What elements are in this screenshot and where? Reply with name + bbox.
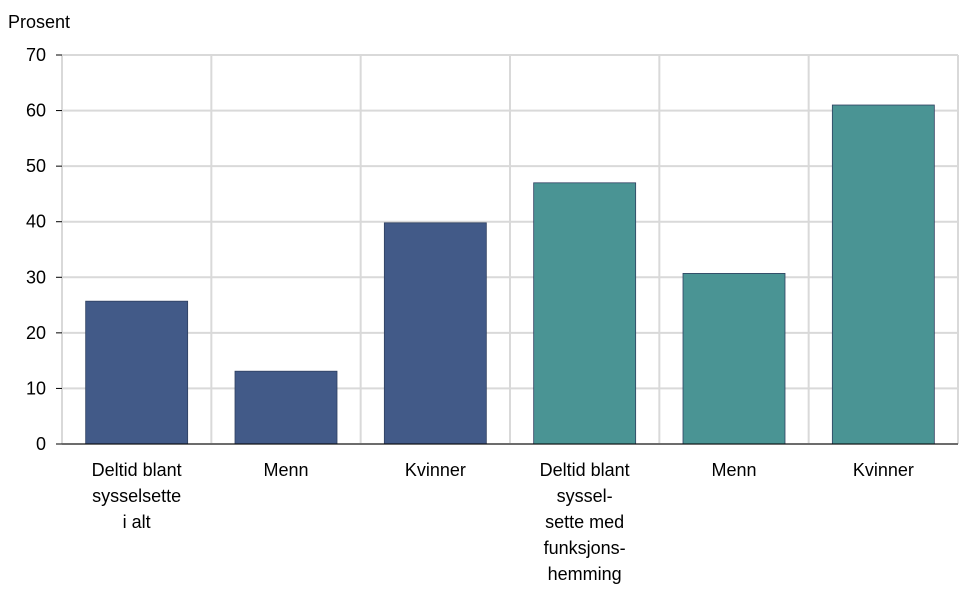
x-category-label: Kvinner: [405, 460, 466, 480]
y-axis-ticks: 0 10 20 30 40 50 60 70: [26, 45, 62, 454]
x-category-label: Menn: [263, 460, 308, 480]
x-category-label: Menn: [711, 460, 756, 480]
y-tick-label: 50: [26, 156, 46, 176]
bars: [85, 104, 935, 445]
bar: [533, 182, 637, 445]
gridlines: [61, 54, 959, 445]
bar: [831, 104, 935, 445]
x-category-label: Deltid blant syssel-sette med funksjons-he…: [540, 460, 630, 584]
y-tick-label: 40: [26, 212, 46, 232]
y-tick-label: 20: [26, 323, 46, 343]
x-category-label: Kvinner: [853, 460, 914, 480]
y-axis-unit-label: Prosent: [8, 12, 70, 32]
bar: [383, 222, 487, 445]
bar: [682, 272, 786, 445]
y-tick-label: 60: [26, 101, 46, 121]
y-tick-label: 0: [36, 434, 46, 454]
y-tick-label: 10: [26, 378, 46, 398]
y-tick-label: 70: [26, 45, 46, 65]
bar: [234, 370, 338, 445]
y-tick-label: 30: [26, 267, 46, 287]
x-axis-labels: Deltid blant sysselsette i alt Menn Kvinner D…: [92, 460, 914, 584]
x-category-label: Deltid blant sysselsette i alt: [92, 460, 182, 532]
bar: [85, 300, 189, 445]
